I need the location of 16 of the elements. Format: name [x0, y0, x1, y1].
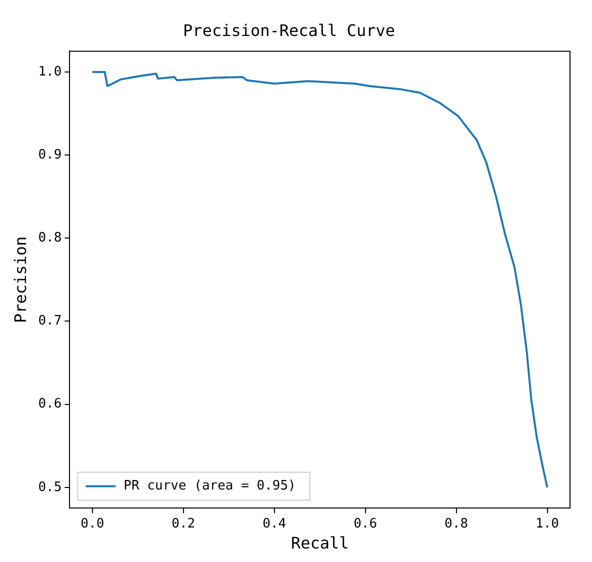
y-tick-label: 0.5 [38, 480, 62, 495]
x-tick-label: 0.6 [354, 516, 378, 532]
x-tick-label: 0.4 [262, 516, 286, 532]
x-axis-title: Recall [290, 534, 349, 553]
y-tick-label: 0.9 [38, 147, 62, 162]
x-tick-label: 1.0 [536, 516, 559, 532]
y-tick-label: 1.0 [38, 64, 62, 80]
y-tick-label: 0.7 [38, 314, 62, 329]
x-tick-label: 0.0 [80, 516, 104, 532]
legend-label: PR curve (area = 0.95) [124, 478, 296, 494]
y-tick-label: 0.8 [38, 230, 62, 246]
x-tick-label: 0.2 [172, 516, 196, 532]
chart-title: Precision-Recall Curve [183, 20, 395, 40]
y-axis-title: Precision [10, 236, 30, 324]
x-tick-label: 0.8 [444, 516, 468, 532]
y-tick-label: 0.6 [38, 396, 62, 412]
